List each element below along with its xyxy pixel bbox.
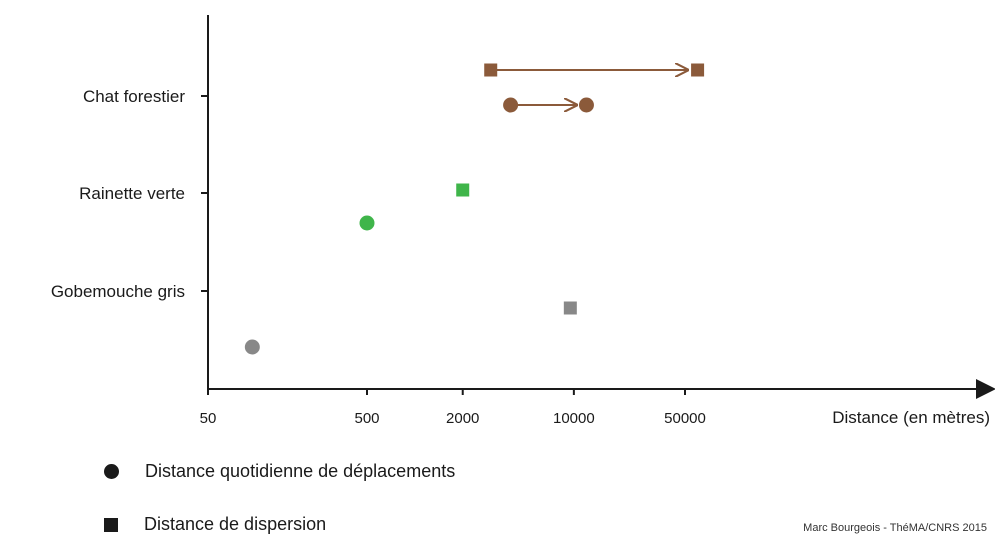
daily-distance-point xyxy=(359,215,375,231)
category-label: Gobemouche gris xyxy=(51,282,185,301)
x-axis-arrow xyxy=(976,379,995,399)
dispersion-distance-point xyxy=(484,63,498,77)
daily-distance-point xyxy=(578,97,594,113)
daily-distance-point xyxy=(244,339,260,355)
x-tick-label: 2000 xyxy=(446,410,479,427)
dispersion-distance-point xyxy=(563,301,577,315)
x-tick-label: 500 xyxy=(354,410,379,427)
dispersion-distance-point xyxy=(691,63,705,77)
chart: 50 500 2000 10000 50000 Gobemouche gris Raine… xyxy=(51,15,995,427)
square-icon xyxy=(104,517,118,532)
credit: Marc Bourgeois - ThéMA/CNRS 2015 xyxy=(803,522,987,534)
category-label: Rainette verte xyxy=(79,184,185,203)
legend-dispersion-label: Distance de dispersion xyxy=(144,514,327,534)
x-tick-label: 10000 xyxy=(553,410,595,427)
legend-daily: Distance quotidienne de déplacements xyxy=(104,461,455,482)
x-tick-label: 50000 xyxy=(664,410,706,427)
circle-icon xyxy=(104,464,119,479)
dispersion-distance-point xyxy=(456,183,470,197)
legend-daily-label: Distance quotidienne de déplacements xyxy=(145,461,456,481)
x-axis-title: Distance (en mètres) xyxy=(832,408,990,427)
legend-dispersion: Distance de dispersion xyxy=(104,514,326,535)
daily-distance-point xyxy=(503,97,519,113)
x-tick-label: 50 xyxy=(200,410,217,427)
category-label: Chat forestier xyxy=(83,87,185,106)
